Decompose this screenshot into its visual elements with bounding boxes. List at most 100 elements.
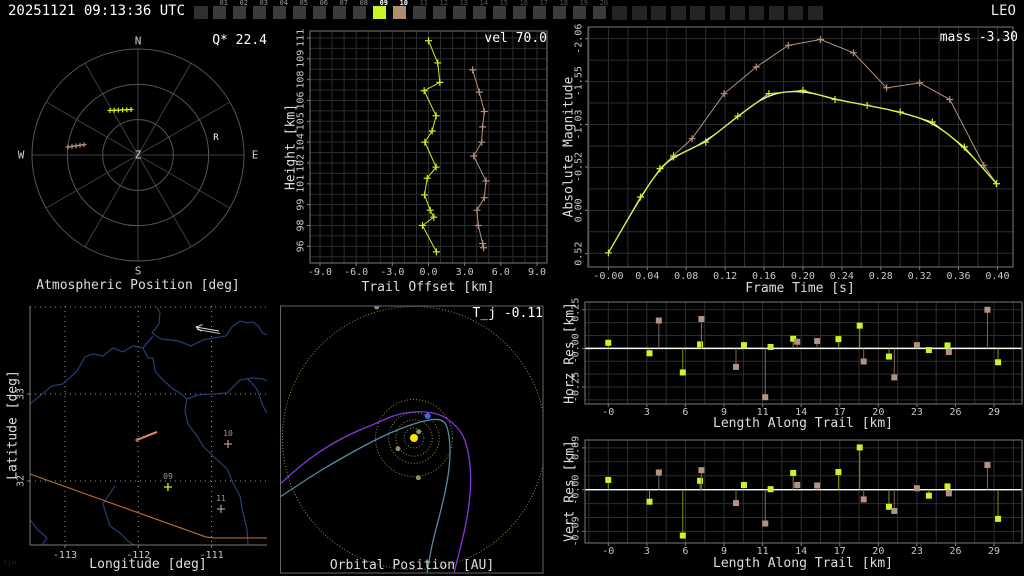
svg-text:-0.00: -0.00 [571,475,582,505]
grid [588,27,1013,267]
svg-text:0.08: 0.08 [674,271,698,282]
vert-xlabel: Length Along Trail [km] [712,556,894,571]
station-marker-09: 09 [163,472,173,491]
svg-text:98: 98 [296,219,307,231]
svg-text:-2.06: -2.06 [574,24,585,54]
frame-box-blank-trail [631,6,647,20]
frame-box-13[interactable] [453,6,466,19]
tisserand-stat: T_j -0.11 [472,306,543,321]
svg-text:99: 99 [296,199,307,211]
svg-text:0.36: 0.36 [946,271,970,282]
direction-arrow-icon [195,324,221,334]
polar-grid [31,48,245,262]
water-line-3 [142,347,267,400]
svg-text:-113: -113 [53,550,77,561]
svg-text:0.04: 0.04 [635,271,659,282]
svg-text:20: 20 [872,407,884,418]
frame-box-blank-trail [729,6,745,20]
svg-text:-0: -0 [602,546,614,557]
frame-box-16[interactable] [513,6,526,19]
frame-box-09[interactable] [373,6,386,19]
border-line [30,473,267,539]
series-frame-10 [656,36,1000,188]
frame-number-10: 10 [399,0,408,7]
svg-text:20: 20 [872,546,884,557]
frame-box-12[interactable] [433,6,446,19]
frame-box-02[interactable] [233,6,246,19]
svg-text:-0.09: -0.09 [571,516,582,546]
trail-ylabel: Height [km] [283,103,299,191]
svg-text:-1.55: -1.55 [574,66,585,96]
ground-track [134,431,158,442]
svg-text:14: 14 [795,407,807,418]
svg-text:23: 23 [911,407,923,418]
frame-box-blank-trail [749,6,765,20]
svg-text:-111: -111 [200,550,224,561]
q-star-stat: Q* 22.4 [212,33,267,48]
svg-text:17: 17 [834,546,846,557]
frame-box-18[interactable] [553,6,566,19]
frame-box-04[interactable] [273,6,286,19]
panel-atmospheric-position: N S E W Z R Q* 22.4 Atmospheric Position [deg… [0,24,280,296]
panel-light-curve: -0.00 0.04 0.08 0.12 0.16 0.20 0.24 0.28 0.32 0.3… [560,24,1024,296]
svg-text:-9.0: -9.0 [308,267,332,278]
svg-text:0.09: 0.09 [571,436,582,460]
svg-text:9.0: 9.0 [528,267,546,278]
svg-text:11: 11 [757,407,769,418]
svg-text:0.16: 0.16 [752,271,776,282]
frame-box-19[interactable] [573,6,586,19]
trail-offset-plot: -9.0 -6.0 -3.0 0.0 3.0 6.0 9.0 111 109 108 106 105 1… [296,29,548,278]
frame-box-06[interactable] [313,6,326,19]
svg-text:26: 26 [949,407,961,418]
timestamp: 20251121 09:13:36 UTC [8,3,186,19]
svg-text:09: 09 [163,472,173,481]
map-ylabel: Latitude [deg] [5,370,21,480]
svg-text:104: 104 [296,133,307,151]
magnitude-plot: -0.00 0.04 0.08 0.12 0.16 0.20 0.24 0.28 0.32 0.3… [574,24,1014,282]
frame-box-07[interactable] [333,6,346,19]
series-frame-10 [655,462,991,527]
frame-number-20: 20 [599,0,608,7]
frame-strip[interactable]: 01 02 03 04 05 06 07 08 09 10 11 12 13 14 15 16 17 18 19 20 [194,0,854,22]
frame-box-10[interactable] [393,6,406,19]
horz-res-plot: -0 3 6 9 11 14 17 20 23 26 29 0.25 -0.00 -0.25 [571,298,1023,418]
frame-09-trail [107,106,134,113]
svg-text:6: 6 [682,546,688,557]
svg-text:-0: -0 [602,407,614,418]
frame-box-11[interactable] [413,6,426,19]
frame-box-08[interactable] [353,6,366,19]
frame-box-01[interactable] [213,6,226,19]
frame-box-14[interactable] [473,6,486,19]
svg-text:-0.00: -0.00 [593,271,623,282]
vert-res-plot: -0 3 6 9 11 14 17 20 23 26 29 0.09 -0.00 -0.09 [571,436,1023,557]
map-xlabel: Longitude [deg] [89,557,207,572]
station-marker-10: 10 [223,429,233,448]
trail-xlabel: Trail Offset [km] [361,280,495,295]
orbit-diagram [280,305,544,574]
svg-text:105: 105 [296,112,307,130]
frame-box-15[interactable] [493,6,506,19]
magnitude-xlabel: Frame Time [s] [745,281,855,296]
svg-text:96: 96 [296,240,307,252]
water-line-7 [246,377,267,414]
frame-number-11: 11 [419,0,428,7]
plot-frame [584,301,1023,405]
planet-orbit [388,412,440,464]
svg-text:0.00: 0.00 [574,198,585,222]
svg-text:6: 6 [682,407,688,418]
svg-text:10: 10 [223,429,233,438]
frame-box-17[interactable] [533,6,546,19]
planet-orbit [403,427,425,449]
frame-box-03[interactable] [253,6,266,19]
frame-box-05[interactable] [293,6,306,19]
svg-text:S: S [135,265,142,278]
panel-trail-offset: -9.0 -6.0 -3.0 0.0 3.0 6.0 9.0 111 109 108 106 105 1… [280,24,560,296]
svg-text:106: 106 [296,91,307,109]
planet-orbit [395,419,433,457]
atmospheric-title: Atmospheric Position [deg] [36,278,240,293]
horz-xlabel: Length Along Trail [km] [712,416,894,431]
vert-ylabel: Vert Res [km] [562,440,578,542]
grid [310,31,547,263]
frame-box-20[interactable] [593,6,606,19]
frame-number-16: 16 [519,0,528,7]
